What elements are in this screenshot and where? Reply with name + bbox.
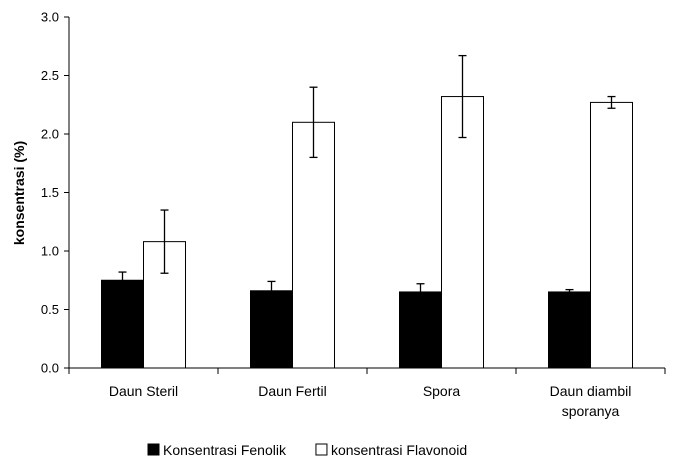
- x-category-label: Daun Fertil: [258, 383, 326, 399]
- bar-flavonoid: [292, 121, 335, 369]
- legend-label: Konsentrasi Fenolik: [163, 442, 287, 458]
- bar-fenolik: [250, 290, 293, 369]
- bar-fenolik: [101, 279, 144, 369]
- x-category-label: Daun Steril: [109, 383, 178, 399]
- legend-swatch: [315, 443, 328, 456]
- y-axis-title: konsentrasi (%): [11, 141, 27, 245]
- bars: [101, 54, 633, 369]
- x-category-label: sporanya: [562, 403, 620, 419]
- x-category-label: Daun diambil: [550, 383, 632, 399]
- bar-fenolik: [548, 291, 591, 369]
- y-tick-label: 0.5: [41, 302, 59, 317]
- bar-fenolik: [399, 291, 442, 369]
- y-tick-label: 1.0: [41, 244, 59, 259]
- x-axis: Daun Steril Daun Fertil Spora Daun diambil s…: [68, 367, 666, 419]
- y-tick-label: 0.0: [41, 361, 59, 376]
- bar-flavonoid: [441, 96, 484, 369]
- legend: Konsentrasi Fenolik konsentrasi Flavonoid: [147, 442, 467, 458]
- legend-label: konsentrasi Flavonoid: [331, 442, 467, 458]
- x-category-label: Spora: [423, 383, 461, 399]
- y-tick-label: 2.5: [41, 68, 59, 83]
- bar-flavonoid: [590, 101, 633, 369]
- y-axis: 0.0 0.5 1.0 1.5 2.0 2.5 3.0: [41, 10, 70, 376]
- y-tick-label: 1.5: [41, 185, 59, 200]
- legend-swatch: [147, 443, 160, 456]
- y-tick-label: 2.0: [41, 127, 59, 142]
- y-tick-label: 3.0: [41, 10, 59, 25]
